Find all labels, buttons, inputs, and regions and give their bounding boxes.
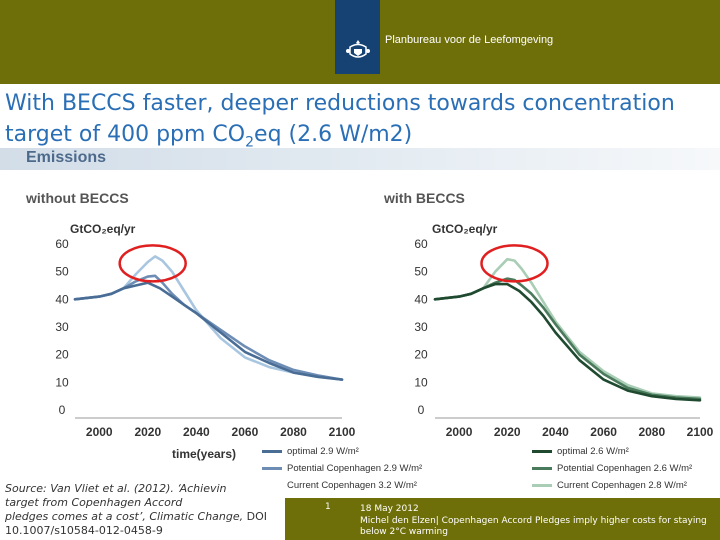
footer-bar: 1 18 May 2012 Michel den Elzen| Copenhag… [285,498,720,540]
x-tick-label: 2000 [86,425,113,439]
y-tick-label: 10 [414,375,428,389]
source-line-3-italic: pledges comes at a cost’, Climatic Chang… [5,510,244,523]
x-tick-label: 2080 [638,425,665,439]
series-line-3 [73,255,344,381]
crest-icon [345,40,370,58]
panel-title-left: without BECCS [26,190,129,206]
legend-item: Current Copenhagen 3.2 W/m² [262,477,422,494]
y-tick-label: 0 [59,403,66,417]
series-line-1 [73,281,344,381]
series-line-3 [433,257,702,399]
highlight-circle [118,244,187,283]
x-tick-label: 2080 [280,425,307,439]
source-line-3: pledges comes at a cost’, Climatic Chang… [5,510,280,524]
legend-label: optimal 2.6 W/m² [557,446,629,457]
x-tick-label: 2040 [183,425,210,439]
x-axis-label: time(years) [172,447,236,461]
x-tick-label: 2060 [232,425,259,439]
x-tick-label: 2100 [687,425,714,439]
y-tick-label: 10 [55,375,69,389]
x-tick-label: 2100 [329,425,356,439]
footer-date: 18 May 2012 [360,504,419,514]
legend-swatch [532,467,552,470]
legend-item: Potential Copenhagen 2.6 W/m² [532,460,692,477]
y-tick-label: 0 [418,403,425,417]
legend-swatch [532,484,552,487]
y-tick-label: 40 [414,292,428,306]
x-tick-label: 2020 [494,425,521,439]
title-subscript: 2 [245,134,255,151]
legend-label: Current Copenhagen 2.8 W/m² [557,480,687,491]
x-tick-label: 2020 [134,425,161,439]
y-tick-label: 60 [55,237,69,251]
panel-title-right: with BECCS [384,190,465,206]
legend-label: optimal 2.9 W/m² [287,446,359,457]
y-tick-label: 50 [414,265,428,279]
y-tick-label: 50 [55,265,69,279]
legend-swatch [262,450,282,453]
y-tick-label: 20 [414,348,428,362]
legend-item: optimal 2.6 W/m² [532,443,692,460]
source-doi: 10.1007/s10584-012-0458-9 [5,524,163,537]
org-name: Planbureau voor de Leefomgeving [385,34,554,46]
source-line-3-rest: DOI [243,510,268,523]
title-text-1: With BECCS faster, deeper reductions tow… [5,91,675,147]
crest-logo [335,0,380,74]
legend-label: Current Copenhagen 3.2 W/m² [287,480,417,491]
section-heading: Emissions [26,149,107,166]
series-line-1 [433,282,702,402]
y-tick-label: 20 [55,348,69,362]
y-axis-label: GtCO₂eq/yr [70,222,136,236]
y-tick-label: 60 [414,237,428,251]
highlight-circle [480,244,549,283]
legend-right: optimal 2.6 W/m² Potential Copenhagen 2.… [532,443,692,494]
title-text-2: eq (2.6 W/m2) [254,122,413,147]
y-tick-label: 30 [414,320,428,334]
legend-left: optimal 2.9 W/m² Potential Copenhagen 2.… [262,443,422,494]
x-tick-label: 2060 [590,425,617,439]
section-band [0,148,720,170]
x-tick-label: 2000 [446,425,473,439]
slide-title: With BECCS faster, deeper reductions tow… [5,88,717,158]
page-number: 1 [325,502,331,512]
legend-item: Potential Copenhagen 2.9 W/m² [262,460,422,477]
source-line-1: Source: Van Vliet et al. (2012). ‘Achiev… [5,482,227,495]
legend-label: Potential Copenhagen 2.6 W/m² [557,463,693,474]
source-citation: Source: Van Vliet et al. (2012). ‘Achiev… [0,480,285,540]
legend-swatch [262,467,282,470]
y-axis-label: GtCO₂eq/yr [432,222,498,236]
legend-swatch [532,450,552,453]
x-tick-label: 2040 [542,425,569,439]
y-tick-label: 40 [55,292,69,306]
footer-credit: Michel den Elzen| Copenhagen Accord Pled… [360,516,707,537]
source-line-2: target from Copenhagen Accord [5,496,183,509]
series-line-2 [433,277,702,401]
legend-item: optimal 2.9 W/m² [262,443,422,460]
legend-label: Potential Copenhagen 2.9 W/m² [287,463,423,474]
legend-item: Current Copenhagen 2.8 W/m² [532,477,692,494]
y-tick-label: 30 [55,320,69,334]
